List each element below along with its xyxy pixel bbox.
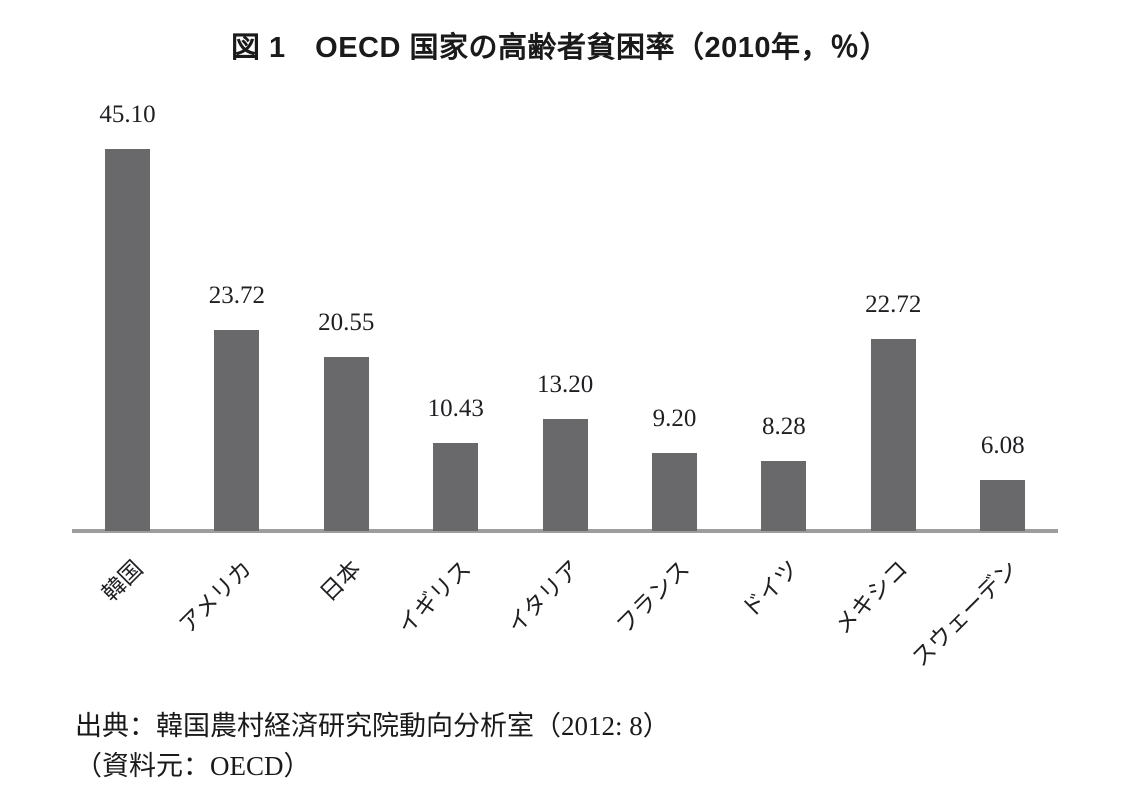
source-line-2: （資料元：OECD）: [75, 751, 311, 781]
bar-value-label: 9.20: [652, 405, 697, 432]
bar-value-label: 8.28: [762, 413, 806, 440]
bar-value-label: 22.72: [865, 291, 922, 318]
bar-category-label: スウェーデン: [907, 556, 1023, 672]
bar-value-label: 6.08: [980, 432, 1025, 459]
bar-value-label: 10.43: [427, 395, 484, 422]
bar-value-label: 23.72: [208, 282, 266, 309]
bar-category-label: アメリカ: [174, 556, 257, 638]
bar-category-label: メキシコ: [830, 556, 913, 639]
bar-category-label: イギリス: [392, 556, 476, 639]
bar: [542, 419, 588, 531]
bar: [980, 480, 1026, 531]
bar-value-label: 20.55: [318, 309, 375, 336]
bar: [761, 461, 807, 531]
source-note: 出典：韓国農村経済研究院動向分析室（2012: 8） （資料元：OECD）: [75, 706, 670, 786]
x-axis-line: [72, 529, 1058, 533]
bar: [652, 453, 697, 531]
chart-title: 図 1 OECD 国家の高齢者貧困率（2010年，％）: [230, 32, 890, 64]
bar-category-label: イタリア: [502, 556, 585, 639]
source-line-1: 出典：韓国農村経済研究院動向分析室（2012: 8）: [75, 711, 670, 741]
bar: [214, 330, 260, 531]
bar-value-label: 13.20: [536, 371, 594, 398]
bar: [870, 339, 916, 531]
bar-category-label: ドイツ: [737, 556, 804, 623]
bar-category-label: 日本: [315, 556, 366, 607]
bar: [105, 149, 150, 531]
bar-category-label: 韓国: [96, 556, 148, 607]
bar: [323, 357, 369, 531]
bar-category-label: フランス: [611, 556, 695, 639]
bar-value-label: 45.10: [99, 101, 156, 128]
bar: [433, 443, 479, 531]
